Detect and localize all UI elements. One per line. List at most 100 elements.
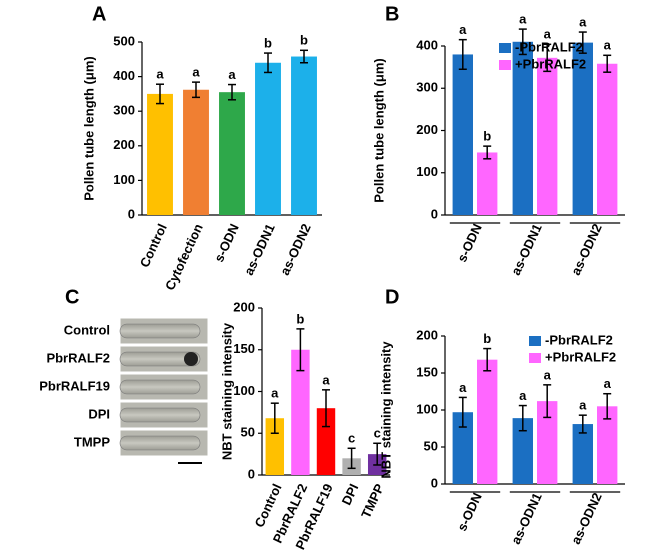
significance-label: a — [459, 380, 467, 395]
bar — [597, 63, 618, 216]
significance-label: b — [300, 33, 308, 48]
pollen-tube — [119, 351, 201, 367]
y-tick-label: 400 — [113, 68, 135, 83]
bar — [537, 401, 558, 484]
y-tick-label: 200 — [416, 122, 438, 137]
significance-label: a — [604, 38, 612, 53]
significance-label: b — [483, 129, 491, 144]
significance-label: a — [519, 388, 527, 403]
significance-label: a — [156, 67, 164, 82]
significance-label: a — [192, 65, 200, 80]
y-axis-label: NBT staining intensity — [378, 341, 393, 479]
x-tick-label: as-ODN1 — [508, 490, 545, 546]
bar — [537, 57, 558, 215]
bar — [316, 408, 336, 475]
significance-label: b — [483, 331, 491, 346]
y-tick-label: 200 — [113, 137, 135, 152]
panel-label: C — [65, 286, 79, 308]
y-tick-label: 400 — [416, 37, 438, 52]
y-tick-label: 100 — [416, 401, 438, 416]
y-axis-label: NBT staining intensity — [219, 322, 234, 460]
significance-label: a — [271, 386, 279, 401]
image-label: Control — [64, 322, 110, 337]
bar — [512, 41, 533, 216]
legend-label: +PbrRALF2 — [545, 349, 616, 364]
significance-label: a — [579, 14, 587, 29]
y-tick-label: 0 — [431, 475, 438, 490]
bar — [255, 62, 281, 216]
y-tick-label: 0 — [128, 206, 135, 221]
legend-label: -PbrRALF2 — [545, 332, 613, 347]
y-tick-label: 150 — [416, 364, 438, 379]
bar — [219, 92, 245, 215]
bar — [291, 56, 317, 216]
bar — [147, 93, 173, 215]
significance-label: a — [544, 367, 552, 382]
bar — [477, 152, 498, 215]
bar — [572, 42, 593, 216]
legend-swatch — [529, 353, 541, 363]
x-tick-label: s-ODN — [454, 221, 485, 264]
image-label: PbrRALF19 — [39, 378, 110, 393]
y-tick-label: 300 — [113, 103, 135, 118]
stain — [184, 352, 198, 366]
x-tick-label: as-ODN2 — [277, 221, 314, 277]
significance-label: a — [322, 372, 330, 387]
y-tick-label: 50 — [241, 425, 255, 440]
pollen-tube — [119, 323, 201, 339]
y-tick-label: 200 — [233, 299, 255, 314]
panel-label: D — [385, 286, 399, 308]
x-tick-label: as-ODN1 — [508, 221, 545, 277]
x-tick-label: as-ODN2 — [568, 490, 605, 546]
bar — [265, 418, 285, 475]
significance-label: c — [374, 426, 381, 441]
bar — [183, 89, 209, 215]
y-tick-label: 150 — [233, 341, 255, 356]
x-tick-label: s-ODN — [211, 221, 242, 264]
panel-label: A — [92, 3, 106, 25]
legend-label: -PbrRALF2 — [515, 39, 583, 54]
significance-label: b — [296, 311, 304, 326]
bar — [291, 349, 310, 475]
x-tick-label: as-ODN2 — [568, 221, 605, 277]
image-label: TMPP — [74, 434, 110, 449]
significance-label: c — [348, 431, 355, 446]
bar — [452, 412, 473, 484]
legend-label: +PbrRALF2 — [515, 56, 586, 71]
y-axis-label: Pollen tube length (μm) — [371, 58, 386, 202]
y-tick-label: 100 — [416, 164, 438, 179]
x-tick-label: Cytofection — [162, 221, 206, 292]
legend-swatch — [499, 60, 511, 70]
panel-label: B — [385, 3, 399, 25]
significance-label: a — [544, 27, 552, 42]
y-tick-label: 0 — [248, 466, 255, 481]
significance-label: a — [519, 12, 527, 27]
bar — [572, 424, 593, 484]
y-tick-label: 500 — [113, 33, 135, 48]
significance-label: a — [579, 398, 587, 413]
pollen-tube — [119, 407, 201, 423]
x-tick-label: Control — [137, 221, 170, 269]
legend-swatch — [499, 43, 511, 53]
x-tick-label: DPI — [339, 481, 362, 507]
image-label: DPI — [88, 406, 110, 421]
bar — [597, 406, 618, 484]
y-axis-label: Pollen tube length (μm) — [81, 56, 96, 200]
y-tick-label: 200 — [416, 327, 438, 342]
y-tick-label: 0 — [431, 206, 438, 221]
bar — [452, 54, 473, 216]
image-label: PbrRALF2 — [46, 350, 110, 365]
x-tick-label: as-ODN1 — [241, 221, 278, 277]
legend-swatch — [529, 336, 541, 346]
pollen-tube — [119, 435, 201, 451]
y-tick-label: 50 — [424, 438, 438, 453]
y-tick-label: 100 — [233, 383, 255, 398]
bar — [477, 359, 498, 484]
significance-label: a — [604, 376, 612, 391]
bar — [512, 418, 533, 484]
pollen-tube — [119, 379, 201, 395]
significance-label: b — [264, 36, 272, 51]
significance-label: a — [459, 22, 467, 37]
significance-label: a — [228, 67, 236, 82]
